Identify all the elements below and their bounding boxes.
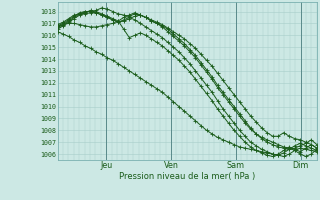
X-axis label: Pression niveau de la mer( hPa ): Pression niveau de la mer( hPa ) bbox=[119, 172, 255, 181]
